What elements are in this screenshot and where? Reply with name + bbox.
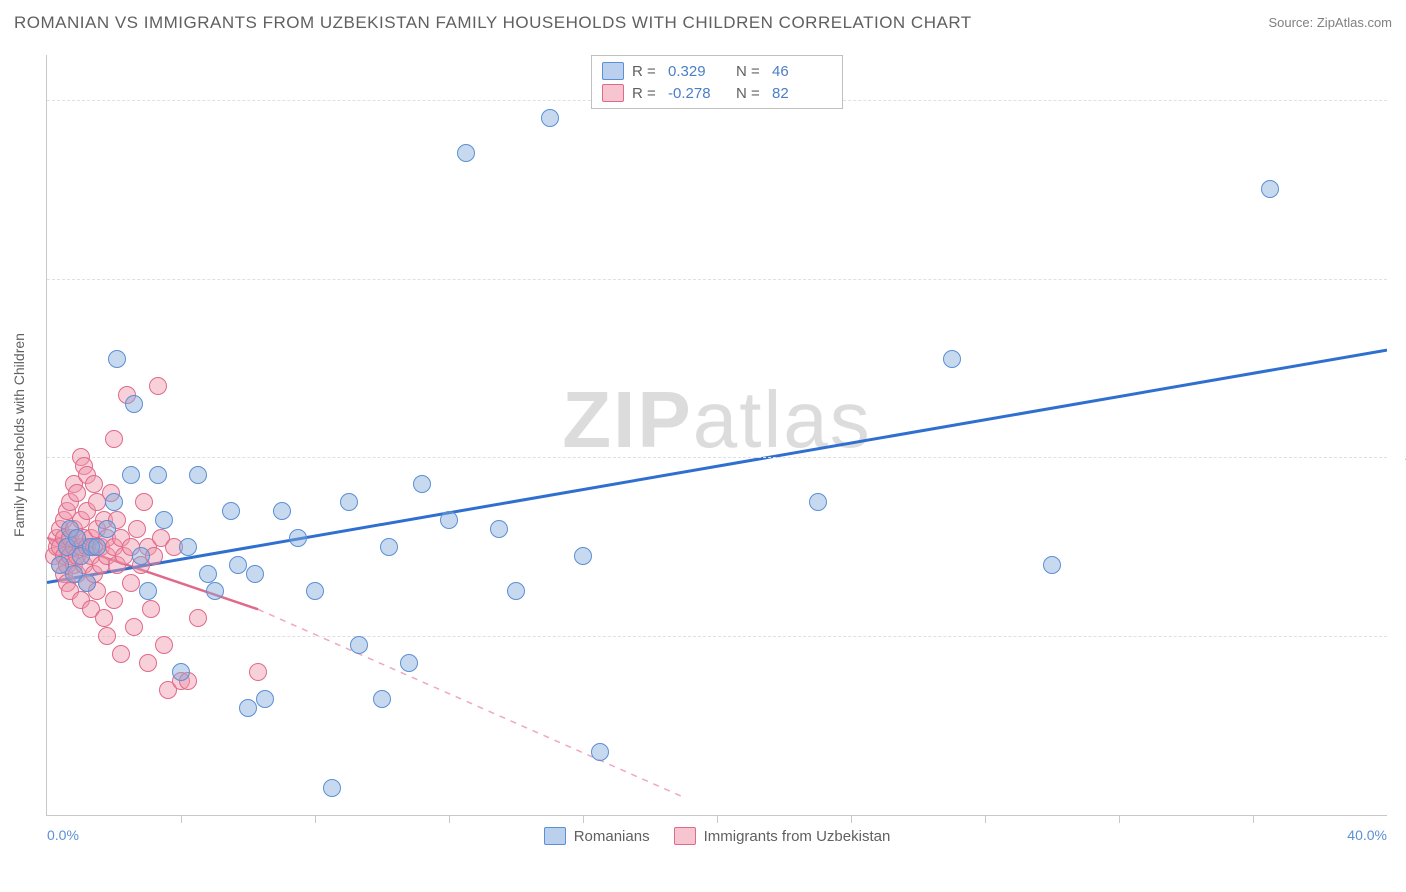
watermark: ZIPatlas xyxy=(562,374,871,466)
data-point xyxy=(246,565,264,583)
data-point xyxy=(155,636,173,654)
gridline xyxy=(47,457,1387,458)
chart-title: ROMANIAN VS IMMIGRANTS FROM UZBEKISTAN F… xyxy=(14,13,972,33)
data-point xyxy=(85,475,103,493)
legend-stats: R = 0.329 N = 46 R = -0.278 N = 82 xyxy=(591,55,843,109)
data-point xyxy=(149,377,167,395)
data-point xyxy=(574,547,592,565)
data-point xyxy=(105,591,123,609)
x-tick xyxy=(1253,815,1254,823)
data-point xyxy=(68,484,86,502)
data-point xyxy=(273,502,291,520)
data-point xyxy=(105,430,123,448)
data-point xyxy=(809,493,827,511)
data-point xyxy=(490,520,508,538)
data-point xyxy=(306,582,324,600)
data-point xyxy=(413,475,431,493)
x-tick xyxy=(583,815,584,823)
legend-series: Romanians Immigrants from Uzbekistan xyxy=(47,827,1387,845)
data-point xyxy=(95,609,113,627)
data-point xyxy=(132,547,150,565)
data-point xyxy=(139,582,157,600)
y-axis-label: Family Households with Children xyxy=(11,333,27,537)
x-tick xyxy=(181,815,182,823)
data-point xyxy=(189,609,207,627)
chart-source: Source: ZipAtlas.com xyxy=(1268,15,1392,30)
data-point xyxy=(105,493,123,511)
data-point xyxy=(78,574,96,592)
y-tick-label: 40.0% xyxy=(1395,449,1406,465)
data-point xyxy=(108,350,126,368)
data-point xyxy=(373,690,391,708)
data-point xyxy=(457,144,475,162)
data-point xyxy=(112,645,130,663)
plot-area: ZIPatlas Family Households with Children… xyxy=(46,55,1387,816)
data-point xyxy=(400,654,418,672)
x-tick xyxy=(717,815,718,823)
gridline xyxy=(47,279,1387,280)
data-point xyxy=(179,538,197,556)
data-point xyxy=(1261,180,1279,198)
data-point xyxy=(125,395,143,413)
data-point xyxy=(122,466,140,484)
x-tick xyxy=(851,815,852,823)
legend-item-b: Immigrants from Uzbekistan xyxy=(674,827,891,845)
data-point xyxy=(98,520,116,538)
data-point xyxy=(239,699,257,717)
data-point xyxy=(155,511,173,529)
gridline xyxy=(47,636,1387,637)
data-point xyxy=(440,511,458,529)
data-point xyxy=(88,538,106,556)
y-tick-label: 60.0% xyxy=(1395,271,1406,287)
data-point xyxy=(199,565,217,583)
legend-item-a: Romanians xyxy=(544,827,650,845)
data-point xyxy=(943,350,961,368)
data-point xyxy=(206,582,224,600)
y-tick-label: 20.0% xyxy=(1395,628,1406,644)
data-point xyxy=(142,600,160,618)
data-point xyxy=(229,556,247,574)
data-point xyxy=(125,618,143,636)
data-point xyxy=(380,538,398,556)
swatch-icon xyxy=(674,827,696,845)
data-point xyxy=(249,663,267,681)
data-point xyxy=(340,493,358,511)
x-tick-label: 0.0% xyxy=(47,827,79,843)
data-point xyxy=(350,636,368,654)
data-point xyxy=(122,574,140,592)
data-point xyxy=(222,502,240,520)
legend-stats-row-b: R = -0.278 N = 82 xyxy=(602,82,832,104)
data-point xyxy=(149,466,167,484)
x-tick-label: 40.0% xyxy=(1347,827,1387,843)
data-point xyxy=(256,690,274,708)
data-point xyxy=(98,627,116,645)
data-point xyxy=(591,743,609,761)
data-point xyxy=(507,582,525,600)
data-point xyxy=(135,493,153,511)
swatch-icon xyxy=(602,84,624,102)
data-point xyxy=(128,520,146,538)
swatch-icon xyxy=(602,62,624,80)
x-tick xyxy=(449,815,450,823)
data-point xyxy=(139,654,157,672)
legend-stats-row-a: R = 0.329 N = 46 xyxy=(602,60,832,82)
chart-header: ROMANIAN VS IMMIGRANTS FROM UZBEKISTAN F… xyxy=(0,0,1406,45)
data-point xyxy=(189,466,207,484)
y-tick-label: 80.0% xyxy=(1395,92,1406,108)
data-point xyxy=(323,779,341,797)
x-tick xyxy=(985,815,986,823)
data-point xyxy=(172,663,190,681)
swatch-icon xyxy=(544,827,566,845)
data-point xyxy=(541,109,559,127)
x-tick xyxy=(1119,815,1120,823)
data-point xyxy=(1043,556,1061,574)
x-tick xyxy=(315,815,316,823)
data-point xyxy=(289,529,307,547)
